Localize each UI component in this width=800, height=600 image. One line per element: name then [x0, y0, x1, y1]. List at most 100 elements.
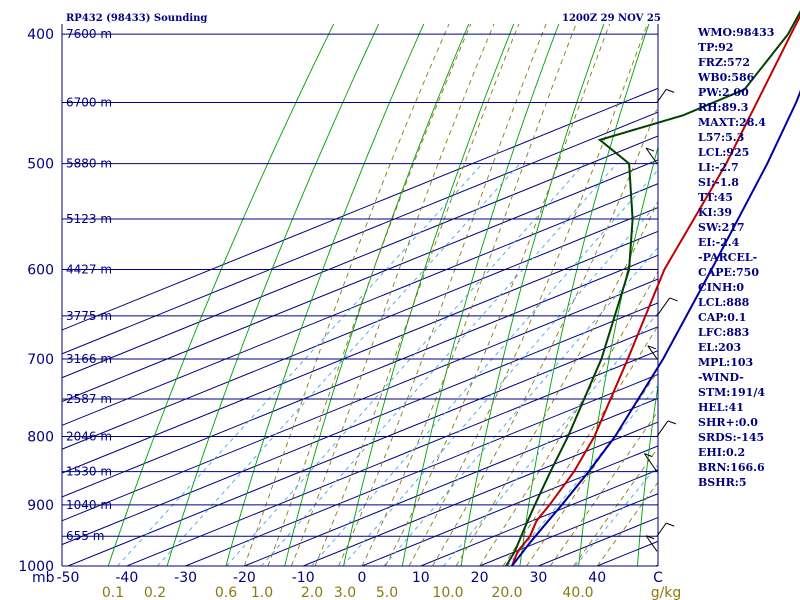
grid-clip — [62, 0, 800, 566]
isotherm-line — [303, 421, 658, 566]
mixing-ratio-tick-label: 5.0 — [376, 585, 398, 600]
series-temperature-line — [510, 14, 800, 567]
chart-title: RP432 (98433) Sounding — [66, 13, 207, 24]
mixing-ratio-tick-label: 10.0 — [432, 585, 463, 600]
temperature-tick-label: 0 — [358, 570, 367, 586]
wind-barb-flag — [645, 147, 655, 152]
pressure-unit-label: mb — [32, 570, 55, 586]
pressure-tick-label: 700 — [27, 352, 54, 368]
index-entry: BRN:166.6 — [698, 461, 765, 474]
wind-barb-flag — [667, 420, 677, 425]
dry-adiabat-line — [755, 0, 800, 566]
temperature-tick-label: -30 — [174, 570, 197, 586]
pressure-tick-label: 400 — [27, 27, 54, 43]
height-label: 2046 m — [66, 429, 112, 443]
wind-barb-flag — [666, 88, 675, 93]
index-entry: EL:203 — [698, 341, 741, 354]
isotherm-line — [62, 230, 658, 474]
moist-adiabat-line — [290, 24, 495, 566]
dry-adiabat-line — [107, 24, 335, 566]
index-entry: STM:191/4 — [698, 386, 765, 399]
temperature-tick-label: 20 — [471, 570, 489, 586]
mixing-ratio-tick-label: 0.6 — [215, 585, 237, 600]
moist-adiabat-line — [502, 325, 658, 566]
moist-adiabat-line — [408, 24, 648, 566]
grid-layer — [61, 0, 800, 567]
temperature-tick-label: -10 — [292, 570, 315, 586]
isotherm-line — [67, 326, 658, 566]
moist-adiabat-line — [526, 370, 658, 566]
moist-adiabat-line — [314, 24, 520, 566]
index-entry: PW:2.00 — [698, 86, 749, 99]
wind-barb — [656, 89, 667, 103]
mixing-ratio-line — [311, 169, 658, 566]
index-entry: SHR+:0.0 — [698, 416, 758, 429]
mixing-ratio-tick-label: 2.0 — [301, 585, 323, 600]
height-label: 3775 m — [66, 309, 112, 323]
height-label: 1530 m — [66, 465, 112, 479]
index-entry: TP:92 — [698, 41, 733, 54]
temperature-tick-label: 30 — [529, 570, 547, 586]
isotherm-line — [185, 373, 658, 566]
isotherm-line — [479, 493, 658, 566]
mixing-ratio-line — [507, 384, 658, 566]
pressure-tick-label: 800 — [27, 429, 54, 445]
series-layer — [505, 10, 800, 567]
index-entry: BSHR:5 — [698, 476, 747, 489]
height-label: 655 m — [66, 529, 104, 543]
temperature-tick-label: -50 — [57, 570, 80, 586]
index-entry: -WIND- — [698, 371, 744, 384]
index-entry: HEL:41 — [698, 401, 744, 414]
wind-barb-flag — [645, 535, 655, 540]
dry-adiabat-line — [578, 145, 658, 566]
moist-adiabat-line — [267, 24, 472, 566]
mixing-ratio-line — [342, 202, 658, 566]
series-parcel-line — [511, 89, 800, 567]
index-entry: CAPE:750 — [698, 266, 759, 279]
index-entry: TT:45 — [698, 191, 733, 204]
wind-barb — [656, 522, 667, 537]
index-entry: WB0:586 — [697, 71, 755, 84]
moist-adiabat-line — [338, 24, 547, 566]
mixing-ratio-tick-label: 3.0 — [334, 585, 356, 600]
mixing-ratio-tick-label: g/kg — [651, 585, 682, 600]
valid-time: 1200Z 29 NOV 25 — [562, 13, 661, 24]
index-entry: LI:-2.7 — [698, 161, 739, 174]
moist-adiabat-line — [549, 410, 658, 566]
moist-adiabat-line — [385, 24, 611, 566]
isotherm-line — [420, 469, 658, 566]
wind-barb — [656, 420, 669, 437]
height-label: 6700 m — [66, 95, 112, 109]
index-entry: WMO:98433 — [697, 26, 774, 39]
pressure-tick-label: 600 — [27, 262, 54, 278]
isotherm-line — [62, 159, 658, 403]
moist-adiabat-line — [479, 270, 658, 566]
isotherm-line — [62, 254, 658, 498]
label-layer: 1002003004005006007008009001000mb16620 m… — [18, 27, 682, 600]
pressure-tick-label: 900 — [27, 498, 54, 514]
index-entry: -PARCEL- — [698, 251, 757, 264]
indices-panel: WMO:98433 TP:92 FRZ:572 WB0:586 PW:2.00 RH:89… — [697, 26, 774, 489]
wind-barb-flag — [666, 522, 675, 527]
temperature-tick-label: C — [653, 570, 663, 586]
pressure-tick-label: 1000 — [18, 559, 54, 575]
wind-barb — [645, 535, 658, 552]
index-entry: CINH:0 — [698, 281, 744, 294]
isotherm-line — [244, 397, 658, 566]
wind-barb — [656, 297, 671, 317]
height-label: 1040 m — [66, 498, 112, 512]
index-entry: EHI:0.2 — [698, 446, 745, 459]
height-label: 7600 m — [66, 27, 112, 41]
isotherm-line — [62, 183, 658, 426]
height-label: 4427 m — [66, 262, 112, 276]
index-entry: SW:217 — [698, 221, 745, 234]
height-label: 5123 m — [66, 212, 112, 226]
mixing-ratio-line — [574, 464, 658, 566]
temperature-tick-label: 40 — [588, 570, 606, 586]
mixing-ratio-tick-label: 40.0 — [562, 585, 593, 600]
series-dewpoint-line — [505, 10, 800, 567]
index-entry: CAP:0.1 — [698, 311, 746, 324]
index-entry: SI:-1.8 — [698, 176, 739, 189]
temperature-tick-label: -40 — [115, 570, 138, 586]
